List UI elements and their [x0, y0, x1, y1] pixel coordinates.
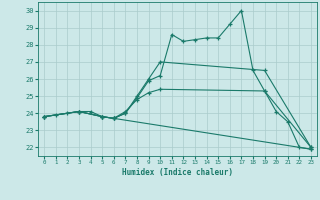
X-axis label: Humidex (Indice chaleur): Humidex (Indice chaleur): [122, 168, 233, 177]
